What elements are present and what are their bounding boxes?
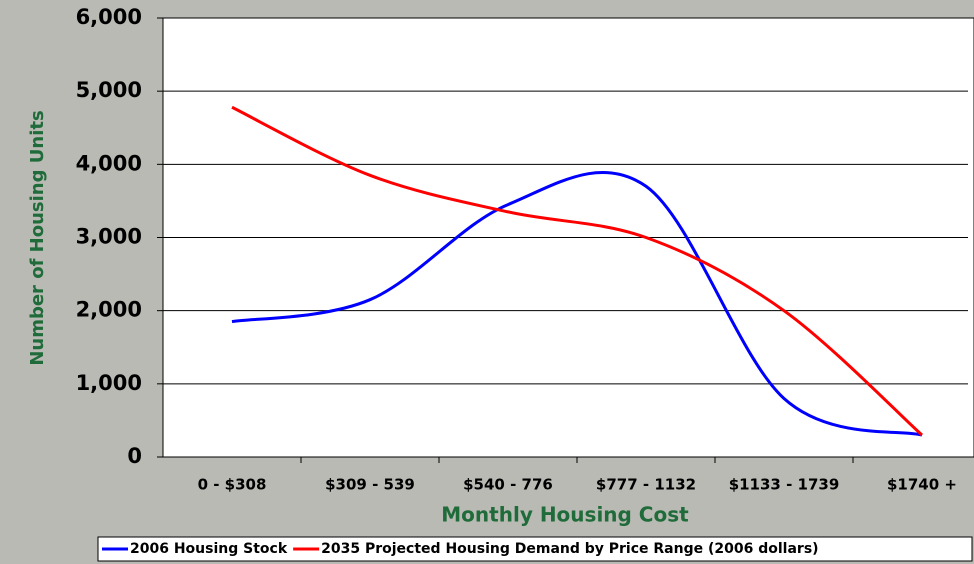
y-tick-label: 2,000 [76,298,142,322]
x-tick-label: $1740 + [887,476,957,494]
y-tick-label: 3,000 [76,225,142,249]
legend [97,536,973,562]
y-tick-label: 0 [127,444,142,468]
legend-label: 2035 Projected Housing Demand by Price R… [321,541,818,557]
y-tick-label: 6,000 [76,5,142,29]
y-axis-label: Number of Housing Units [27,110,48,365]
x-axis-label: Monthly Housing Cost [441,503,689,527]
x-tick-label: $540 - 776 [463,476,553,494]
y-tick-label: 1,000 [76,371,142,395]
x-tick-label: $309 - 539 [325,476,415,494]
legend-label: 2006 Housing Stock [130,541,288,557]
x-tick-label: $1133 - 1739 [729,476,840,494]
x-tick-label: $777 - 1132 [596,476,696,494]
y-tick-label: 4,000 [76,151,142,175]
x-tick-label: 0 - $308 [198,476,267,494]
y-tick-label: 5,000 [76,78,142,102]
series-line [231,105,924,437]
series-line [231,170,923,437]
